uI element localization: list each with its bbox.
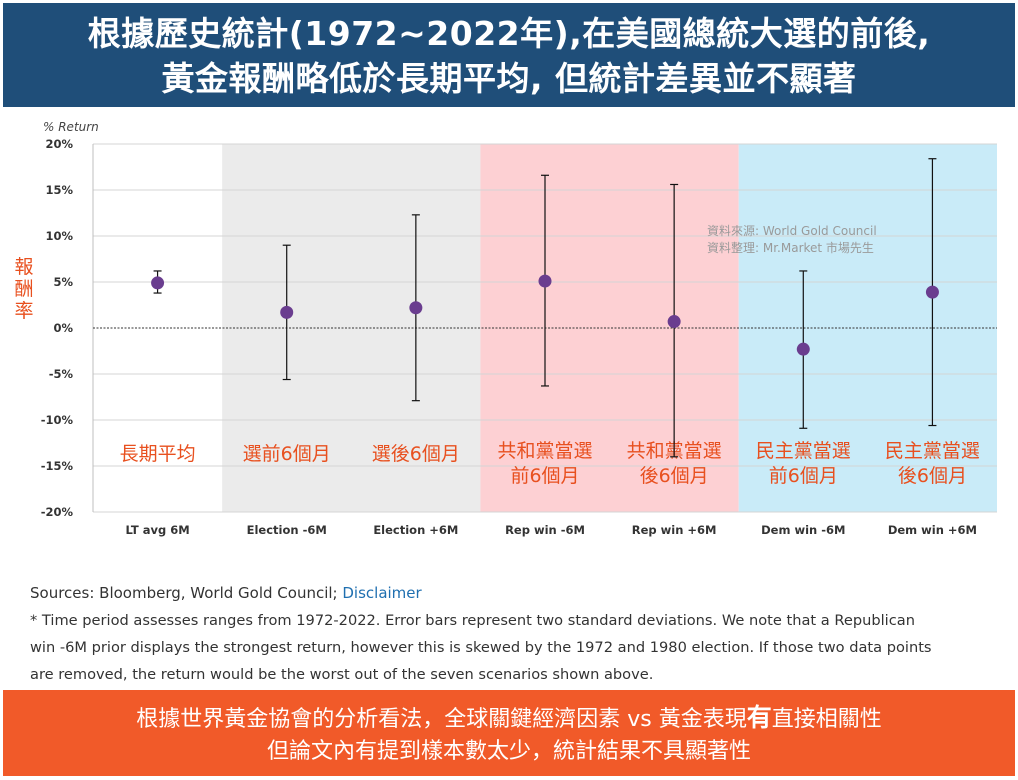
y-unit-label: % Return xyxy=(43,120,99,134)
data-point xyxy=(151,276,165,290)
source-note: 資料來源: World Gold Council xyxy=(707,224,877,238)
source-note: 資料整理: Mr.Market 市場先生 xyxy=(707,240,874,255)
conclusion-line-1-a: 根據世界黃金協會的分析看法，全球關鍵經濟因素 vs 黃金表現 xyxy=(136,707,747,732)
y-tick-label: 15% xyxy=(45,183,73,197)
y-tick-label: -10% xyxy=(41,413,74,427)
category-annotation: 長期平均 xyxy=(120,443,196,465)
conclusion-line-2: 但論文內有提到樣本數太少，統計結果不具顯著性 xyxy=(266,739,751,764)
category-annotation: 前6個月 xyxy=(769,465,838,487)
footnote: * Time period assesses ranges from 1972-… xyxy=(30,607,1005,688)
data-point xyxy=(796,342,810,356)
title-banner: 根據歷史統計(1972~2022年),在美國總統大選的前後, 黃金報酬略低於長期… xyxy=(3,3,1015,107)
y-axis-label-char: 率 xyxy=(14,300,33,322)
x-tick-label: LT avg 6M xyxy=(125,523,189,537)
conclusion-emphasis: 有 xyxy=(746,703,772,732)
y-tick-label: -5% xyxy=(49,367,74,381)
y-tick-label: 5% xyxy=(53,275,73,289)
category-annotation: 選前6個月 xyxy=(243,443,331,465)
data-point xyxy=(667,315,681,329)
sources-text: Sources: Bloomberg, World Gold Council; xyxy=(30,584,343,602)
conclusion-line-1: 根據世界黃金協會的分析看法，全球關鍵經濟因素 vs 黃金表現有直接相關性 xyxy=(3,702,1015,736)
data-point xyxy=(409,301,423,315)
conclusion-line-1-b: 直接相關性 xyxy=(771,707,882,732)
category-annotation: 選後6個月 xyxy=(372,443,460,465)
y-tick-label: 0% xyxy=(53,321,73,335)
data-point xyxy=(280,305,294,319)
y-axis-label-char: 酬 xyxy=(14,278,33,300)
y-axis-label-char: 報 xyxy=(14,256,33,278)
x-tick-label: Rep win -6M xyxy=(505,523,585,537)
y-tick-label: -15% xyxy=(41,459,74,473)
category-annotation: 民主黨當選 xyxy=(885,440,980,462)
disclaimer-link[interactable]: Disclaimer xyxy=(342,584,422,602)
footnote-line-1: * Time period assesses ranges from 1972-… xyxy=(30,612,915,629)
footnote-line-3: are removed, the return would be the wor… xyxy=(30,666,654,683)
data-point xyxy=(538,274,552,288)
category-annotation: 共和黨當選 xyxy=(497,440,592,462)
data-point xyxy=(925,285,939,299)
x-tick-label: Election +6M xyxy=(373,523,458,537)
title-line-1: 根據歷史統計(1972~2022年),在美國總統大選的前後, xyxy=(87,14,931,53)
x-tick-label: Dem win -6M xyxy=(761,523,845,537)
x-tick-label: Dem win +6M xyxy=(888,523,977,537)
title-line-2: 黃金報酬略低於長期平均, 但統計差異並不顯著 xyxy=(161,59,857,98)
sources-line: Sources: Bloomberg, World Gold Council; … xyxy=(30,580,1005,607)
x-tick-label: Election -6M xyxy=(247,523,327,537)
conclusion-banner: 根據世界黃金協會的分析看法，全球關鍵經濟因素 vs 黃金表現有直接相關性 但論文… xyxy=(3,690,1015,776)
category-annotation: 後6個月 xyxy=(640,465,709,487)
x-tick-label: Rep win +6M xyxy=(632,523,717,537)
category-annotation: 後6個月 xyxy=(898,465,967,487)
y-tick-label: -20% xyxy=(41,505,74,519)
footnote-line-2: win -6M prior displays the strongest ret… xyxy=(30,639,932,656)
category-annotation: 民主黨當選 xyxy=(756,440,851,462)
y-tick-label: 20% xyxy=(45,137,73,151)
y-tick-label: 10% xyxy=(45,229,73,243)
chart: 20% 15% 10% 5% 0% -5% -10% -15% -20% % Return 報酬率 資… xyxy=(14,120,997,537)
category-annotation: 前6個月 xyxy=(510,465,579,487)
